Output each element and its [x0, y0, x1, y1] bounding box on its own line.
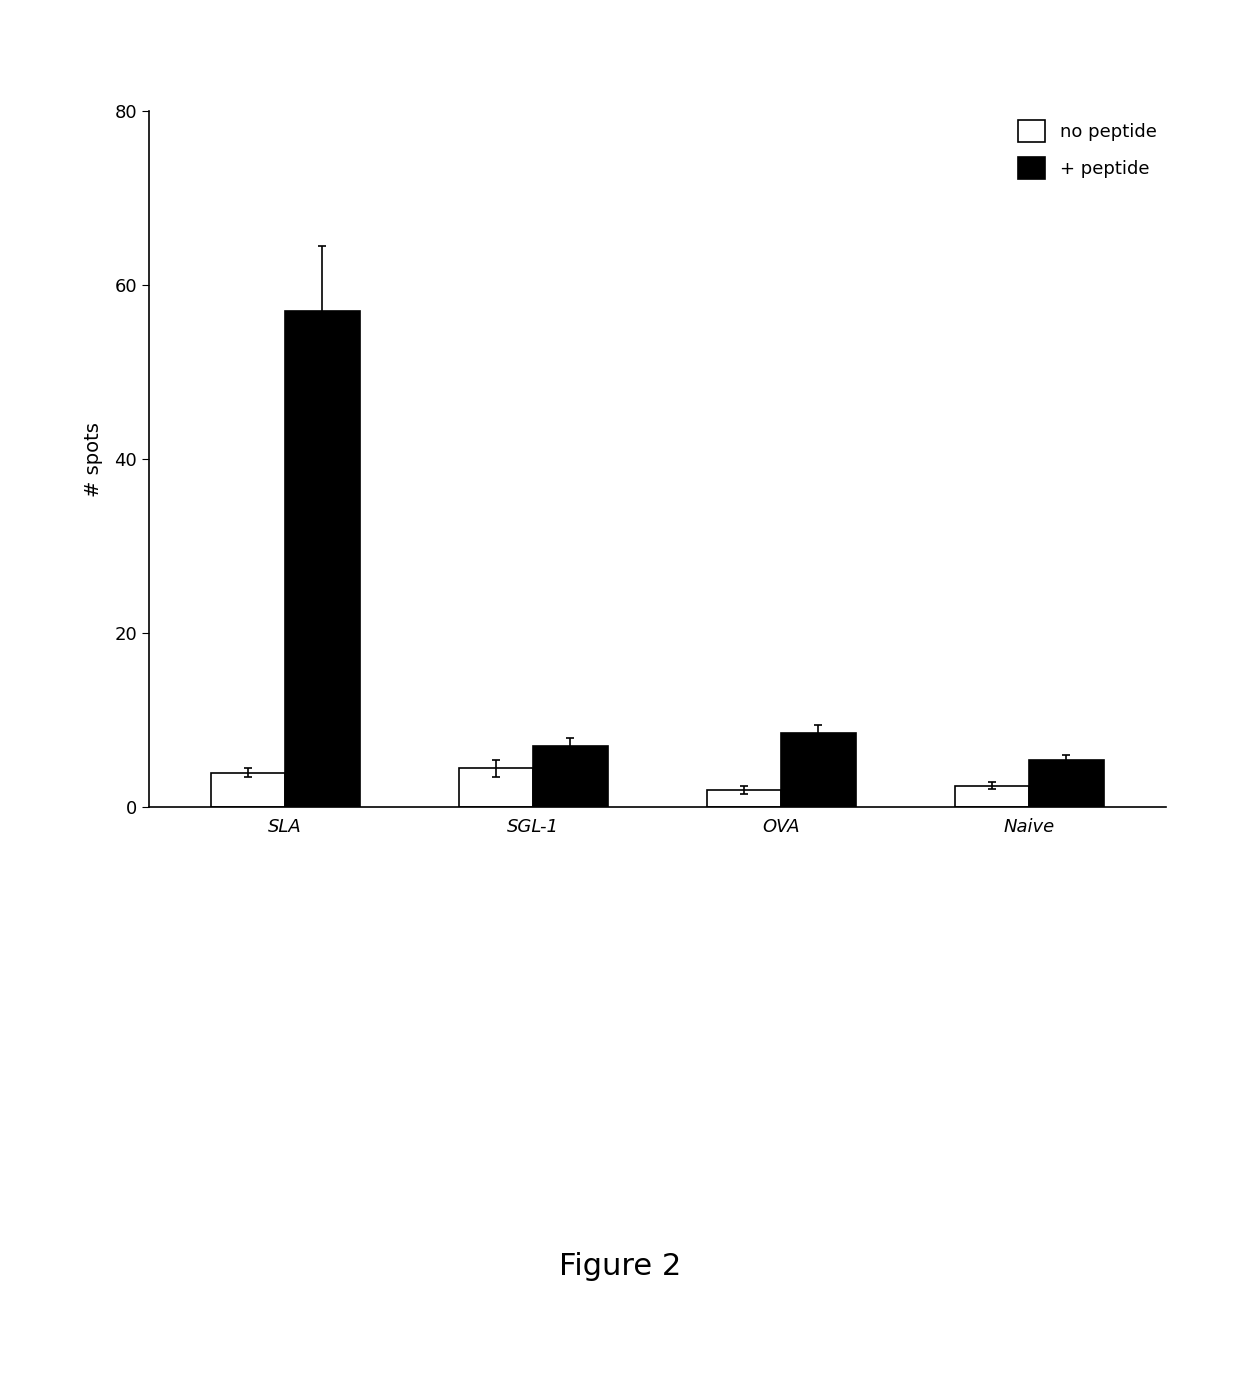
Bar	[707, 791, 781, 807]
Legend: no peptide, + peptide: no peptide, + peptide	[1018, 120, 1157, 180]
Text: Figure 2: Figure 2	[559, 1253, 681, 1281]
Bar	[781, 734, 856, 807]
Bar	[533, 746, 608, 807]
Bar	[285, 312, 360, 807]
Bar	[459, 768, 533, 807]
Bar	[211, 773, 285, 807]
Y-axis label: # spots: # spots	[84, 422, 103, 497]
Bar	[955, 785, 1029, 807]
Bar	[1029, 760, 1104, 807]
